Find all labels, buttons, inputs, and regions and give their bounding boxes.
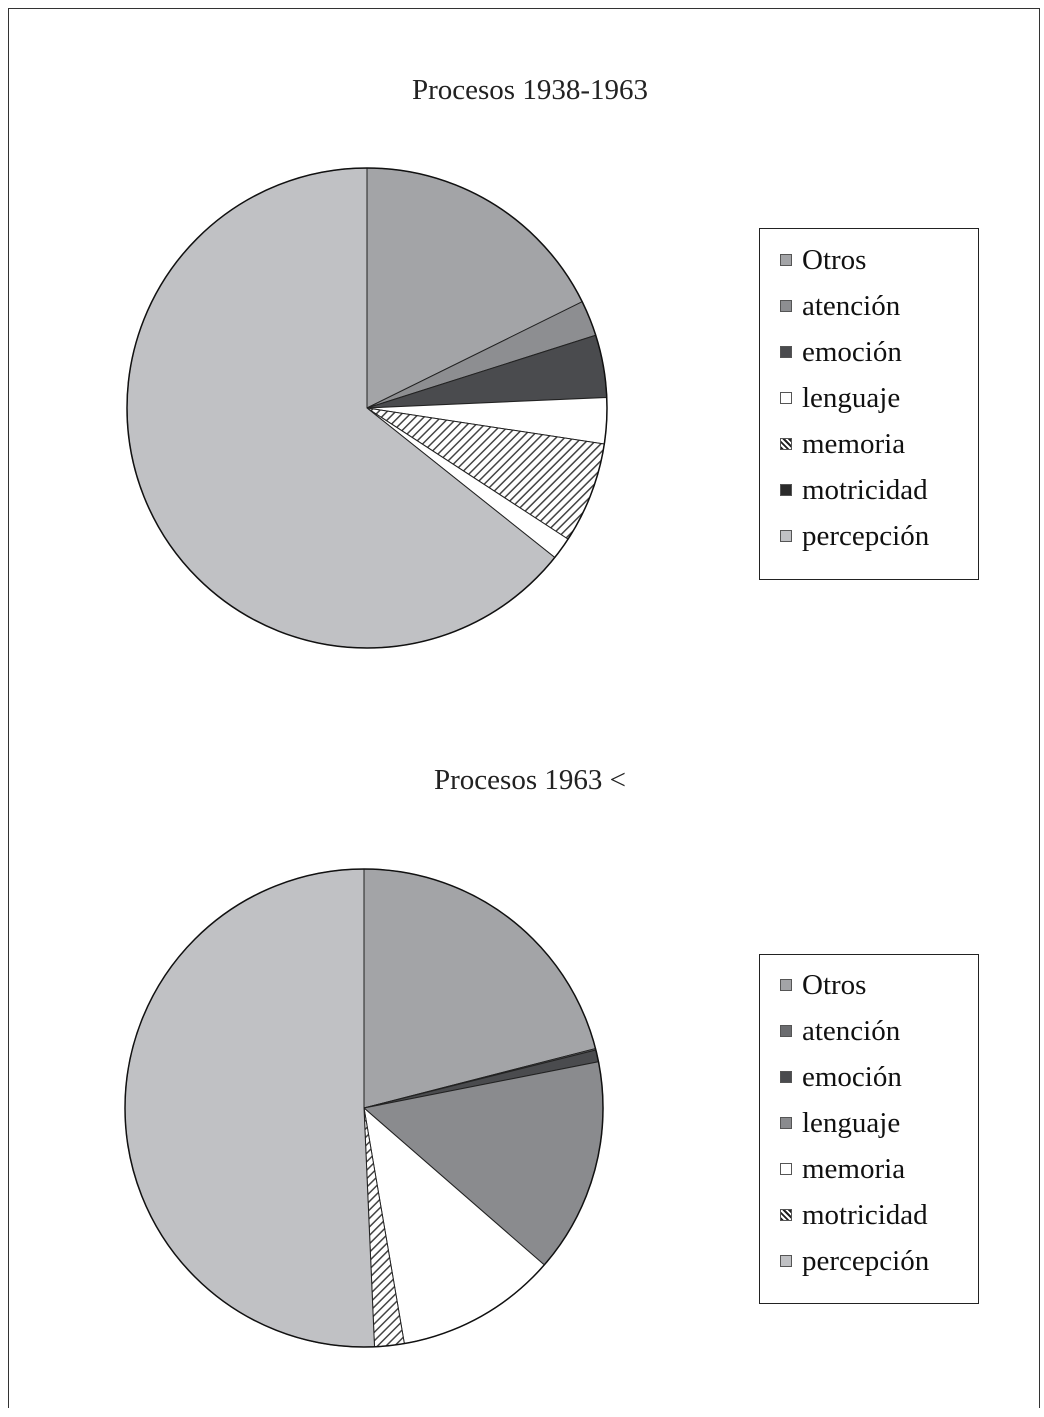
legend-item: emoción — [780, 329, 902, 375]
legend-label: lenguaje — [802, 1106, 901, 1139]
pie-outline — [124, 868, 604, 1348]
pie-slice-7 — [124, 868, 376, 1348]
legend-label: atención — [802, 289, 901, 322]
pie-chart-1 — [126, 167, 608, 649]
legend-label: atención — [802, 1014, 901, 1047]
legend-label: memoria — [802, 427, 906, 460]
legend-item: lenguaje — [780, 375, 900, 421]
page-frame — [8, 8, 1040, 1408]
legend-item: lenguaje — [780, 1100, 900, 1146]
legend-item: motricidad — [780, 467, 928, 513]
legend-swatch — [780, 1255, 792, 1267]
chart-2-title: Procesos 1963 < — [434, 764, 626, 796]
legend-item: motricidad — [780, 1192, 928, 1238]
legend-label: Otros — [802, 968, 867, 1001]
chart-2-legend: Otros atención emoción lenguaje memoria … — [759, 954, 979, 1304]
legend-label: emoción — [802, 335, 902, 368]
legend-label: lenguaje — [802, 381, 901, 414]
legend-item: Otros — [780, 962, 866, 1008]
legend-swatch — [780, 1117, 792, 1129]
legend-swatch — [780, 392, 792, 404]
legend-swatch — [780, 1071, 792, 1083]
legend-swatch — [780, 254, 792, 266]
legend-item: emoción — [780, 1054, 902, 1100]
legend-swatch — [780, 300, 792, 312]
legend-item: memoria — [780, 1146, 905, 1192]
chart-1-title: Procesos 1938-1963 — [411, 74, 648, 106]
legend-item: atención — [780, 283, 900, 329]
legend-swatch — [780, 346, 792, 358]
legend-swatch — [780, 979, 792, 991]
legend-item: Otros — [780, 237, 866, 283]
legend-swatch — [780, 1209, 792, 1221]
legend-label: percepción — [802, 519, 930, 552]
legend-item: atención — [780, 1008, 900, 1054]
legend-item: memoria — [780, 421, 905, 467]
legend-swatch — [780, 438, 792, 450]
legend-label: percepción — [802, 1244, 930, 1277]
legend-item: percepción — [780, 513, 929, 559]
chart-1-legend: Otros atención emoción lenguaje memoria … — [759, 228, 979, 580]
legend-label: emoción — [802, 1060, 902, 1093]
legend-item: percepción — [780, 1238, 929, 1284]
legend-swatch — [780, 530, 792, 542]
legend-swatch — [780, 1025, 792, 1037]
legend-label: Otros — [802, 243, 867, 276]
legend-swatch — [780, 1163, 792, 1175]
legend-label: motricidad — [802, 473, 928, 506]
pie-chart-2 — [124, 868, 604, 1348]
legend-swatch — [780, 484, 792, 496]
legend-label: memoria — [802, 1152, 906, 1185]
pie-outline — [126, 167, 608, 649]
legend-label: motricidad — [802, 1198, 928, 1231]
